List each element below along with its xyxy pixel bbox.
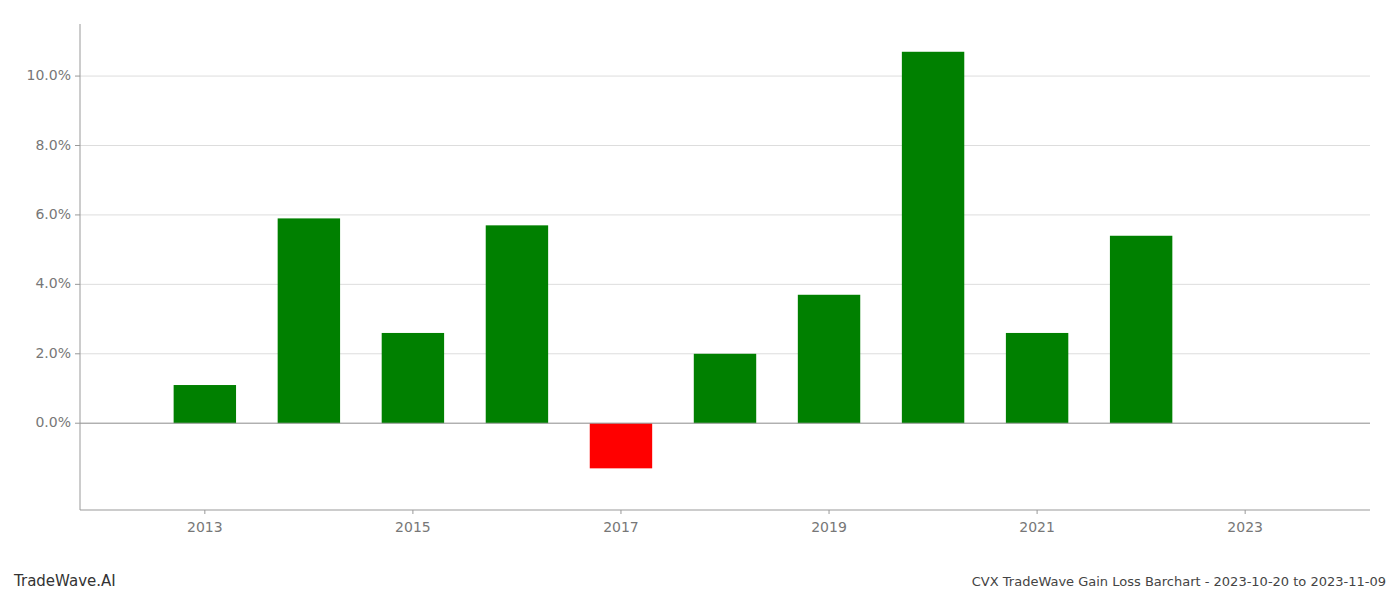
y-tick-label: 6.0% — [35, 206, 71, 222]
x-tick-label: 2013 — [187, 519, 223, 535]
bar — [486, 225, 548, 423]
x-tick — [412, 510, 413, 514]
bar — [902, 52, 964, 423]
y-axis: 0.0% 2.0% 4.0% 6.0% 8.0% 10.0% — [27, 67, 80, 430]
chart: 0.0%2.0%4.0%6.0%8.0%10.0%201320152017201… — [0, 0, 1400, 600]
y-tick — [75, 145, 80, 146]
grid-line — [80, 214, 1370, 215]
y-tick-label: 8.0% — [35, 137, 71, 153]
grid-line — [80, 423, 1370, 424]
y-tick-label: 4.0% — [35, 275, 71, 291]
y-tick — [75, 76, 80, 77]
grid-line — [80, 76, 1370, 77]
bar — [174, 385, 236, 423]
y-grid — [80, 76, 1370, 423]
title: CVX TradeWave Gain Loss Barchart - 2023-… — [972, 574, 1386, 589]
y-tick — [75, 423, 80, 424]
bar — [1110, 236, 1172, 423]
y-tick-label: 10.0% — [27, 67, 71, 83]
y-tick — [75, 214, 80, 215]
grid-line — [80, 145, 1370, 146]
x-tick — [829, 510, 830, 514]
x-tick-label: 2021 — [1019, 519, 1055, 535]
x-tick — [1245, 510, 1246, 514]
x-axis-line — [80, 510, 1370, 511]
bar — [278, 218, 340, 423]
x-tick-label: 2015 — [395, 519, 431, 535]
y-tick — [75, 353, 80, 354]
x-tick-label: 2019 — [811, 519, 847, 535]
y-tick-label: 2.0% — [35, 345, 71, 361]
x-tick-label: 2023 — [1227, 519, 1263, 535]
x-tick-label: 2017 — [603, 519, 639, 535]
x-tick — [620, 510, 621, 514]
zero-line — [80, 423, 1370, 424]
x-tick — [1037, 510, 1038, 514]
y-axis-line — [80, 24, 81, 510]
y-tick-label: 0.0% — [35, 414, 71, 430]
grid-line — [80, 284, 1370, 285]
y-tick — [75, 284, 80, 285]
bars — [174, 52, 1173, 469]
x-axis: 2013 2015 2017 2019 2021 2023 — [187, 510, 1263, 535]
bar — [590, 423, 652, 468]
bar — [382, 333, 444, 423]
bar — [694, 354, 756, 423]
bar — [798, 295, 860, 423]
watermark: TradeWave.AI — [13, 572, 116, 590]
x-tick — [204, 510, 205, 514]
bar — [1006, 333, 1068, 423]
